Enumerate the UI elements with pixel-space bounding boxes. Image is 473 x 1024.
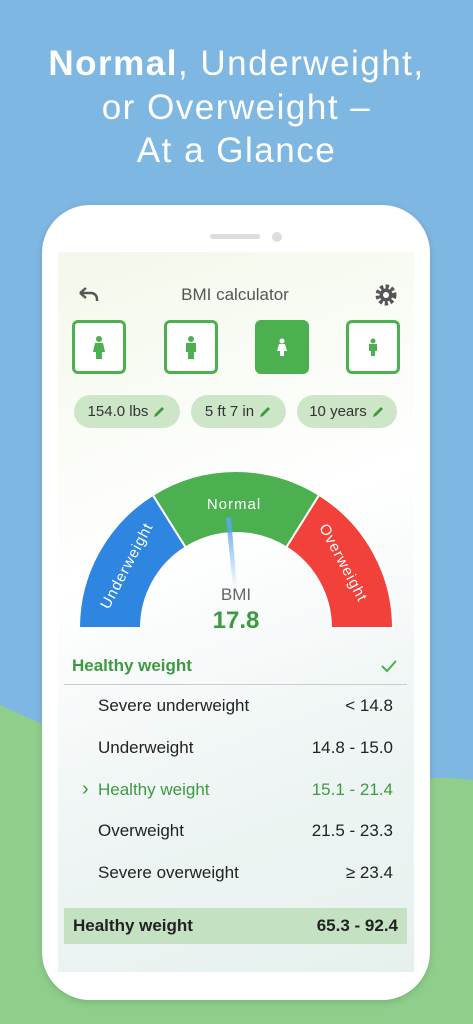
footer-range: 65.3 - 92.4 [316, 916, 398, 935]
person-icon [93, 336, 105, 359]
height-chip[interactable]: 5 ft 7 in [191, 395, 286, 428]
row-range: 21.5 - 23.3 [311, 821, 393, 840]
row-label: Underweight [98, 738, 194, 757]
profile-button-selected[interactable] [255, 320, 309, 374]
footer-label: Healthy weight [73, 916, 193, 935]
row-label: Overweight [98, 821, 184, 840]
weight-chip[interactable]: 154.0 lbs [74, 395, 180, 428]
selected-marker: › [82, 778, 89, 800]
row-range: 15.1 - 21.4 [311, 780, 393, 799]
row-label: Severe overweight [98, 863, 239, 882]
age-chip[interactable]: 10 years [297, 395, 397, 428]
edit-icon [260, 406, 271, 417]
profile-button[interactable] [346, 320, 400, 374]
profile-button[interactable] [164, 320, 218, 374]
back-button[interactable] [76, 285, 100, 305]
table-row[interactable]: Overweight 21.5 - 23.3 [98, 821, 393, 841]
gauge-segment [284, 493, 395, 629]
person-icon [369, 338, 377, 356]
result-footer: Healthy weight 65.3 - 92.4 [64, 908, 407, 944]
table-row[interactable]: Severe underweight < 14.8 [98, 696, 393, 716]
chip-text: 154.0 lbs [87, 403, 149, 420]
headline-line: At a Glance [136, 131, 337, 170]
camera [272, 232, 282, 242]
table-row-selected[interactable]: Healthy weight 15.1 - 21.4 [98, 780, 393, 800]
person-icon [186, 336, 196, 359]
settings-button[interactable] [374, 283, 398, 307]
row-label: Severe underweight [98, 696, 250, 715]
gauge-label: Normal [207, 496, 261, 513]
speaker [210, 234, 260, 239]
gauge-value: 17.8 [213, 607, 260, 634]
headline-line: or Overweight – [101, 88, 372, 127]
gauge-caption: BMI [221, 585, 251, 604]
table-row[interactable]: Underweight 14.8 - 15.0 [98, 738, 393, 758]
headline-line: Normal, Underweight, [0, 44, 473, 84]
headline-bold: Normal [48, 44, 178, 83]
gauge-needle [226, 517, 237, 588]
status-text: Healthy weight [72, 656, 192, 675]
row-range: < 14.8 [345, 696, 393, 715]
divider [64, 684, 407, 685]
check-icon [381, 660, 397, 673]
person-icon [277, 338, 287, 356]
row-range: ≥ 23.4 [345, 863, 393, 882]
row-label: Healthy weight [98, 780, 210, 799]
edit-icon [372, 406, 383, 417]
row-range: 14.8 - 15.0 [311, 738, 393, 757]
table-row[interactable]: Severe overweight ≥ 23.4 [98, 863, 393, 883]
profile-button[interactable] [72, 320, 126, 374]
headline-text: , Underweight, [177, 44, 425, 83]
app-title: BMI calculator [181, 285, 289, 304]
chip-text: 5 ft 7 in [204, 403, 255, 420]
edit-icon [154, 406, 165, 417]
chip-text: 10 years [309, 403, 367, 420]
